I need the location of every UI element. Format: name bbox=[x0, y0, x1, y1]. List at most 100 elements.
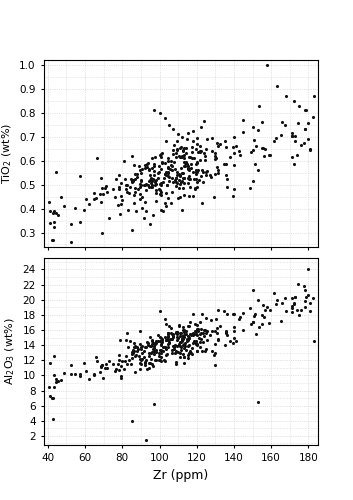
Point bbox=[177, 342, 183, 350]
Point bbox=[182, 192, 187, 200]
Point bbox=[213, 154, 219, 162]
Point bbox=[91, 372, 97, 380]
Point bbox=[138, 356, 144, 364]
Point bbox=[190, 339, 196, 347]
Point bbox=[187, 176, 192, 184]
Point bbox=[209, 328, 215, 336]
Point bbox=[156, 162, 161, 170]
Point bbox=[157, 190, 163, 198]
Point bbox=[146, 364, 152, 372]
Point bbox=[137, 340, 143, 347]
Point bbox=[181, 174, 187, 182]
Point bbox=[198, 318, 203, 326]
Point bbox=[307, 146, 312, 154]
Point bbox=[204, 328, 210, 336]
Point bbox=[194, 166, 199, 173]
Point bbox=[157, 346, 163, 354]
Point bbox=[158, 206, 164, 214]
Point bbox=[147, 176, 152, 184]
Point bbox=[98, 198, 104, 206]
Point bbox=[149, 336, 155, 344]
Point bbox=[149, 340, 155, 347]
Point bbox=[83, 368, 89, 376]
Point bbox=[144, 163, 150, 171]
Point bbox=[112, 193, 118, 201]
Point bbox=[165, 158, 170, 166]
Point bbox=[143, 186, 149, 194]
Point bbox=[163, 170, 169, 178]
Point bbox=[78, 370, 83, 378]
Point bbox=[178, 328, 183, 336]
Point bbox=[184, 336, 190, 344]
Point bbox=[100, 374, 106, 382]
Point bbox=[147, 359, 152, 367]
Point bbox=[185, 128, 191, 136]
Point bbox=[145, 341, 151, 349]
Point bbox=[137, 190, 143, 198]
Point bbox=[198, 172, 204, 179]
Point bbox=[50, 236, 56, 244]
Point bbox=[204, 135, 210, 143]
Point bbox=[123, 352, 129, 360]
Point bbox=[250, 146, 256, 154]
Point bbox=[162, 170, 168, 177]
Point bbox=[148, 172, 153, 179]
Point bbox=[202, 348, 208, 356]
Point bbox=[121, 157, 126, 165]
Point bbox=[190, 330, 196, 338]
Point bbox=[129, 226, 134, 234]
Point bbox=[186, 172, 192, 179]
Point bbox=[165, 168, 171, 176]
Point bbox=[152, 160, 157, 168]
Point bbox=[176, 152, 182, 160]
Point bbox=[189, 350, 195, 358]
Point bbox=[161, 207, 166, 215]
Point bbox=[150, 345, 156, 353]
Point bbox=[180, 153, 185, 161]
Point bbox=[305, 119, 311, 127]
Point bbox=[72, 370, 77, 378]
Point bbox=[164, 335, 170, 343]
Point bbox=[180, 326, 185, 334]
Point bbox=[181, 340, 187, 347]
Point bbox=[271, 138, 276, 145]
Point bbox=[168, 199, 174, 207]
Point bbox=[129, 152, 135, 160]
Point bbox=[238, 312, 243, 320]
Point bbox=[180, 341, 186, 349]
Point bbox=[158, 336, 164, 344]
Point bbox=[194, 347, 200, 355]
Point bbox=[225, 182, 230, 190]
Point bbox=[51, 371, 56, 379]
Point bbox=[230, 192, 235, 200]
Point bbox=[182, 158, 187, 166]
Point bbox=[194, 158, 200, 166]
Point bbox=[175, 328, 180, 336]
Point bbox=[50, 210, 56, 218]
Point bbox=[214, 330, 220, 338]
Point bbox=[302, 106, 307, 114]
Point bbox=[307, 298, 312, 306]
Point bbox=[51, 352, 56, 360]
Point bbox=[214, 163, 220, 171]
Point bbox=[181, 150, 187, 158]
Point bbox=[221, 160, 227, 168]
Point bbox=[146, 358, 151, 366]
Point bbox=[124, 360, 130, 368]
Point bbox=[103, 360, 109, 368]
Point bbox=[131, 348, 136, 356]
Point bbox=[179, 177, 185, 185]
Point bbox=[157, 108, 162, 116]
Point bbox=[149, 182, 155, 190]
Point bbox=[178, 332, 183, 340]
Point bbox=[181, 328, 186, 336]
Point bbox=[141, 346, 146, 354]
Point bbox=[271, 289, 276, 297]
Point bbox=[265, 61, 270, 69]
Point bbox=[162, 170, 168, 178]
Point bbox=[99, 230, 104, 237]
Point bbox=[122, 358, 128, 366]
Point bbox=[289, 302, 294, 310]
Point bbox=[144, 160, 150, 168]
Point bbox=[93, 353, 99, 361]
